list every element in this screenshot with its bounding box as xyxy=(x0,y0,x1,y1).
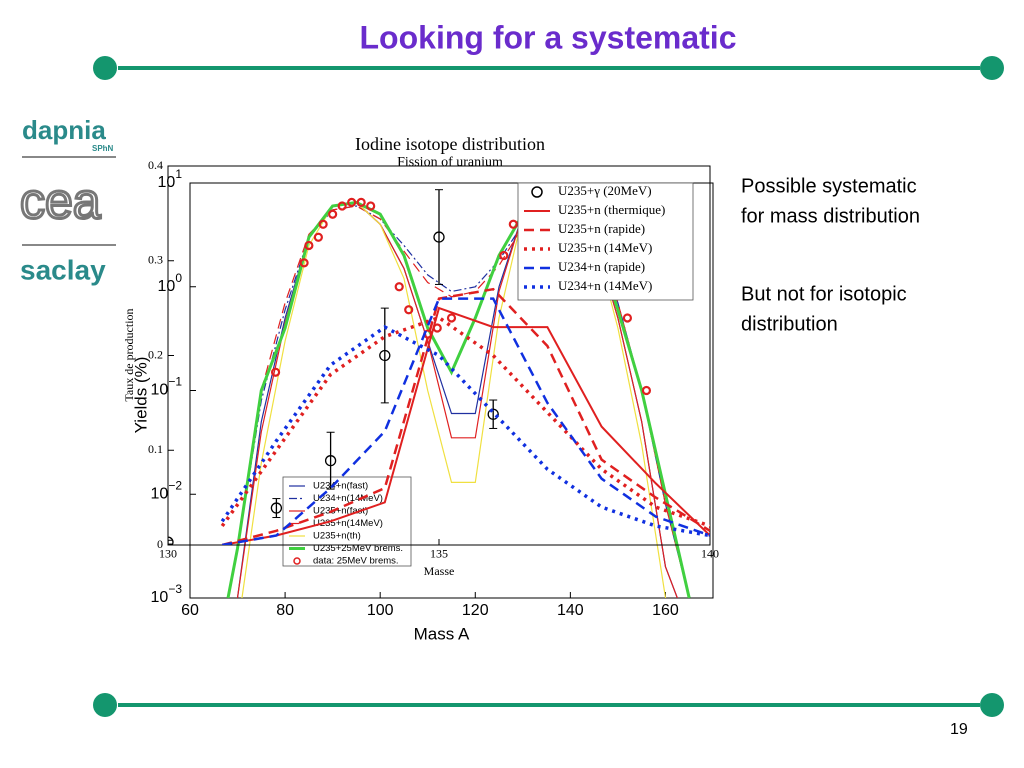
y-tick-exponent: 0 xyxy=(175,271,182,285)
data-point xyxy=(168,536,174,545)
data-point xyxy=(433,231,445,243)
series-line xyxy=(220,325,710,538)
y-tick-label: 101 xyxy=(158,167,183,191)
body-text: for mass distribution xyxy=(741,205,920,227)
y-tick-base: 10 xyxy=(158,278,176,295)
x-axis-label: Masse xyxy=(424,564,455,578)
legend-label: U235+n(fast) xyxy=(313,506,368,517)
y-tick-label: 0.3 xyxy=(148,253,163,267)
chart-title: Iodine isotope distribution xyxy=(355,134,545,154)
legend-marker xyxy=(293,557,301,565)
data-point xyxy=(379,349,391,362)
data-point xyxy=(337,201,347,211)
x-tick-label: 140 xyxy=(557,602,584,619)
legend-label: U235+n (14MeV) xyxy=(558,240,652,255)
data-point xyxy=(641,385,652,396)
legend-label: U235+n(th) xyxy=(313,531,361,542)
data-point xyxy=(446,313,457,323)
x-tick-label: 60 xyxy=(181,602,199,619)
x-tick-label: 130 xyxy=(159,546,177,560)
legend-label: U235+n (thermique) xyxy=(558,202,665,217)
y-axis-label: Yields (%) xyxy=(131,357,150,434)
y-tick-exponent: −2 xyxy=(168,478,182,492)
slide-title: Looking for a systematic xyxy=(360,19,737,55)
plot-area xyxy=(168,189,710,545)
legend-label: data: 25MeV brems. xyxy=(313,556,399,567)
data-point xyxy=(324,455,337,467)
data-point xyxy=(270,367,281,377)
y-tick-base: 10 xyxy=(151,485,169,502)
chart: 130 135 140 0 0.1 0.2 0.3 0.4 Iodine isotope dis… xyxy=(122,134,719,578)
data-point xyxy=(487,408,499,420)
y-tick-base: 10 xyxy=(151,382,169,399)
data-point xyxy=(508,219,518,229)
x-tick-label: 80 xyxy=(276,602,294,619)
divider-top xyxy=(93,56,1004,80)
y-tick-label: 0.2 xyxy=(148,347,163,361)
body-text: But not for isotopic xyxy=(741,283,907,305)
legend-label: U234+n(14MeV) xyxy=(313,493,383,504)
logo-text: saclay xyxy=(20,254,106,285)
logo-text: SPhN xyxy=(92,144,114,153)
y-tick-label: 0.4 xyxy=(148,158,163,172)
page-number: 19 xyxy=(950,721,968,738)
data-point xyxy=(304,240,314,251)
legend-marker xyxy=(531,186,543,198)
y-tick-exponent: −3 xyxy=(168,582,182,596)
data-point xyxy=(313,232,323,242)
y-tick-label: 10−2 xyxy=(151,478,183,502)
y-tick-label: 10−3 xyxy=(151,582,183,606)
legend-label: U235+n (rapide) xyxy=(558,221,645,236)
data-point xyxy=(270,502,283,514)
x-tick-label: 160 xyxy=(652,602,679,619)
data-point xyxy=(328,209,338,219)
legend-label: U234+n (rapide) xyxy=(558,259,645,274)
x-tick-label: 120 xyxy=(462,602,489,619)
y-tick-label: 0 xyxy=(157,537,163,551)
logos: dapnia SPhN cea saclay xyxy=(19,115,116,285)
y-axis-label: Taux de production xyxy=(122,308,136,401)
data-point xyxy=(404,305,414,315)
chart-subtitle: Fission of uranium xyxy=(397,155,503,170)
data-point xyxy=(394,282,404,292)
data-point xyxy=(499,250,509,261)
x-tick-label: 100 xyxy=(367,602,394,619)
y-tick-base: 10 xyxy=(158,174,176,191)
legend-label: U235+25MeV brems. xyxy=(313,543,403,554)
series-line xyxy=(221,287,710,545)
legend-label: U234+n(fast) xyxy=(313,481,368,492)
logo-text: cea xyxy=(20,173,101,229)
y-tick-label: 100 xyxy=(158,271,183,295)
body-text: distribution xyxy=(741,313,838,335)
y-tick-label: 0.1 xyxy=(148,442,163,456)
legend-label: U235+γ (20MeV) xyxy=(558,183,652,198)
y-tick-base: 10 xyxy=(151,589,169,606)
data-point xyxy=(622,313,633,323)
divider-bottom xyxy=(93,693,1004,717)
series-line xyxy=(222,306,710,545)
data-point xyxy=(347,197,357,208)
data-point xyxy=(299,258,309,268)
data-point xyxy=(318,219,328,229)
x-tick-label: 140 xyxy=(701,546,719,560)
x-axis-label: Mass A xyxy=(414,624,470,643)
body-text: Possible systematic xyxy=(741,175,917,197)
legend-box xyxy=(517,182,694,301)
logo-text: dapnia xyxy=(22,115,106,145)
y-tick-label: 10−1 xyxy=(151,375,183,399)
y-tick-exponent: −1 xyxy=(168,375,182,389)
x-tick-label: 135 xyxy=(430,546,448,560)
y-tick-exponent: 1 xyxy=(175,167,182,181)
series-line xyxy=(241,201,667,598)
legend-label: U235+n(14MeV) xyxy=(313,518,383,529)
series-line xyxy=(221,297,710,545)
data-point xyxy=(356,197,366,208)
legend-label: U234+n (14MeV) xyxy=(558,278,652,293)
data-point xyxy=(366,201,376,211)
